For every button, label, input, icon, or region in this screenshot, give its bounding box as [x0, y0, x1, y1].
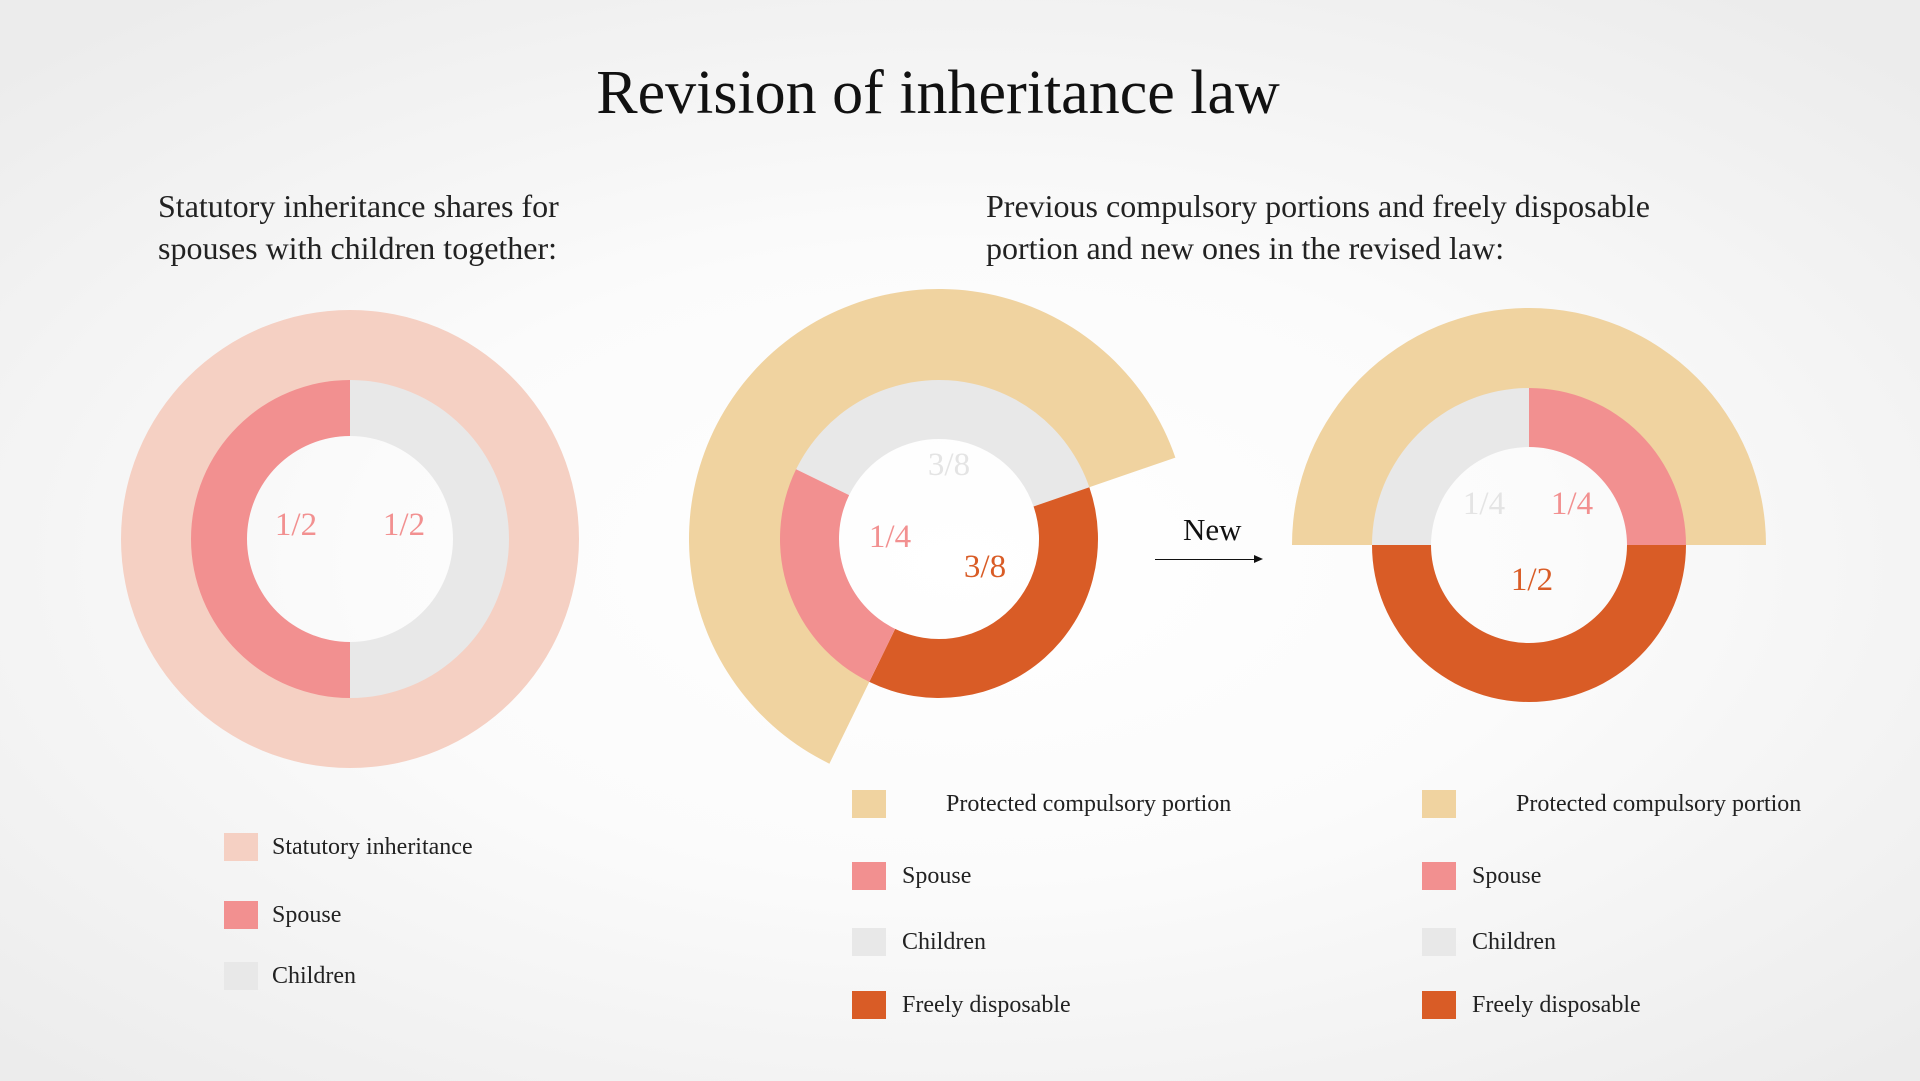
legend-label: Children — [902, 928, 986, 955]
legend-swatch — [852, 928, 886, 956]
legend-item-protected-compulsory-portion: Protected compulsory portion — [1422, 790, 1801, 818]
left-subtitle-line: spouses with children together: — [158, 230, 558, 266]
legend-item-spouse: Spouse — [852, 862, 971, 890]
legend-item-protected-compulsory-portion: Protected compulsory portion — [852, 790, 1231, 818]
inner-slice-freely-disposable — [869, 487, 1098, 698]
legend-item-children: Children — [1422, 928, 1556, 956]
legend-item-freely-disposable: Freely disposable — [852, 991, 1071, 1019]
right-subtitle-line: Previous compulsory portions and freely … — [986, 188, 1650, 224]
legend-swatch — [224, 962, 258, 990]
legend-item-freely-disposable: Freely disposable — [1422, 991, 1641, 1019]
outer-slice-protected-compulsory-portion — [1292, 308, 1766, 545]
slice-label-freely-disposable: 1/2 — [1511, 562, 1553, 598]
page-title: Revision of inheritance law — [596, 59, 1280, 127]
inner-slice-spouse — [191, 380, 350, 698]
legend-label: Children — [272, 962, 356, 989]
inner-slice-children — [1372, 388, 1529, 545]
outer-slice-protected-compulsory-portion — [689, 289, 1176, 764]
chart-2: 3/8 3/8 1/4 — [689, 289, 1176, 764]
legend-item-spouse: Spouse — [1422, 862, 1541, 890]
legend-swatch — [1422, 928, 1456, 956]
slice-label-spouse: 1/4 — [1551, 486, 1593, 522]
right-subtitle: Previous compulsory portions and freely … — [986, 185, 1650, 269]
legend-swatch — [852, 862, 886, 890]
chart-1: 1/2 1/2 — [121, 310, 579, 768]
legend-label: Protected compulsory portion — [946, 790, 1232, 817]
legend-swatch — [1422, 862, 1456, 890]
legend-item-spouse: Spouse — [224, 901, 341, 929]
legend-swatch — [1422, 790, 1456, 818]
legend-item-statutory-inheritance: Statutory inheritance — [224, 833, 473, 861]
outer-slice-statutory-inheritance — [121, 310, 579, 768]
slice-label-children: 1/2 — [383, 507, 425, 543]
legend-label: Spouse — [272, 901, 342, 928]
right-subtitle-line: portion and new ones in the revised law: — [986, 230, 1505, 266]
new-label: New — [1183, 512, 1242, 547]
legend-item-children: Children — [852, 928, 986, 956]
slice-label-spouse: 1/4 — [869, 519, 911, 555]
legend-swatch — [852, 790, 886, 818]
legend-label: Children — [1472, 928, 1556, 955]
slice-label-spouse: 1/2 — [275, 507, 317, 543]
inner-slice-children — [350, 380, 509, 698]
slice-label-children: 1/4 — [1463, 486, 1505, 522]
inner-slice-spouse — [780, 469, 896, 682]
slice-label-children: 3/8 — [928, 447, 970, 483]
chart-3: 1/4 1/2 1/4 — [1292, 308, 1766, 702]
legend-label: Freely disposable — [1472, 991, 1641, 1018]
legend-swatch — [224, 833, 258, 861]
legend-label: Protected compulsory portion — [1516, 790, 1802, 817]
arrow-right-icon — [1155, 555, 1263, 563]
legend-swatch — [852, 991, 886, 1019]
legend-item-children: Children — [224, 962, 356, 990]
left-subtitle-line: Statutory inheritance shares for — [158, 188, 559, 224]
legend-label: Spouse — [1472, 862, 1542, 889]
legend-swatch — [224, 901, 258, 929]
left-subtitle: Statutory inheritance shares for spouses… — [158, 185, 559, 269]
legend-label: Freely disposable — [902, 991, 1071, 1018]
legend-label: Spouse — [902, 862, 972, 889]
inner-slice-freely-disposable — [1372, 545, 1686, 702]
legend-swatch — [1422, 991, 1456, 1019]
inner-slice-spouse — [1529, 388, 1686, 545]
legend-label: Statutory inheritance — [272, 833, 473, 860]
slice-label-freely-disposable: 3/8 — [964, 549, 1006, 585]
inner-slice-children — [796, 380, 1090, 507]
